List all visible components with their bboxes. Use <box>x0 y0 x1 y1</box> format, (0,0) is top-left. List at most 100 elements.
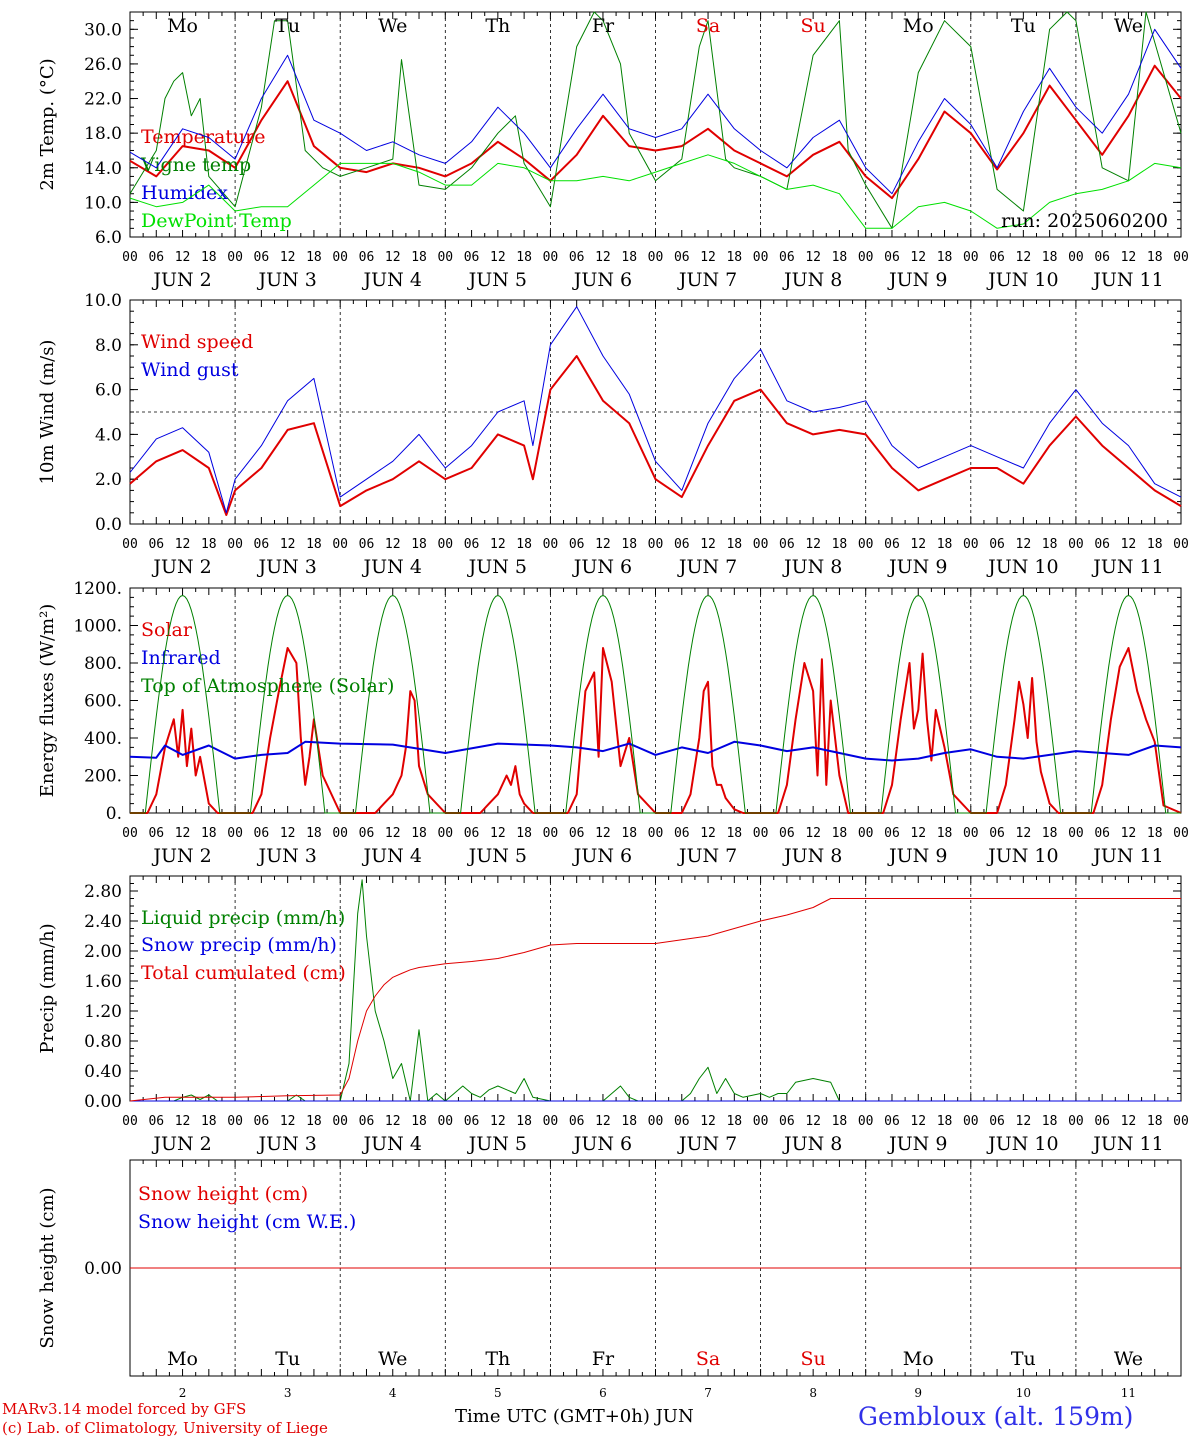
hour-tick-label: 18 <box>1042 826 1058 841</box>
day-number-label: 4 <box>389 1386 397 1400</box>
hour-tick-label: 06 <box>569 537 585 552</box>
legend-entry: Infrared <box>141 647 221 669</box>
hour-tick-label: 00 <box>1173 1114 1189 1129</box>
hour-tick-label: 12 <box>805 537 821 552</box>
weekday-label: We <box>378 1348 407 1370</box>
hour-tick-label: 12 <box>910 250 926 265</box>
date-label: JUN 8 <box>782 1133 842 1155</box>
hour-tick-label: 06 <box>884 826 900 841</box>
hour-tick-label: 06 <box>1094 537 1110 552</box>
hour-tick-label: 12 <box>385 250 401 265</box>
hour-tick-label: 12 <box>1016 250 1032 265</box>
hour-tick-label: 06 <box>359 1114 375 1129</box>
hour-tick-label: 12 <box>175 1114 191 1129</box>
hour-tick-label: 00 <box>1173 250 1189 265</box>
weekday-label: Fr <box>592 1348 615 1370</box>
hour-tick-label: 18 <box>1147 250 1163 265</box>
y-tick-label: 2.80 <box>84 882 122 902</box>
date-label: JUN 9 <box>887 1133 947 1155</box>
date-label: JUN 6 <box>572 556 632 578</box>
legend-entry: Snow precip (mm/h) <box>141 934 337 956</box>
series-line-wind-gust <box>129 306 1182 514</box>
date-label: JUN 4 <box>362 556 422 578</box>
y-tick-label: 600. <box>84 692 122 712</box>
hour-tick-label: 18 <box>621 1114 637 1129</box>
hour-tick-label: 18 <box>937 250 953 265</box>
panel-frame <box>129 11 1182 238</box>
hour-tick-label: 00 <box>858 826 874 841</box>
date-label: JUN 3 <box>256 269 316 291</box>
date-label: JUN 11 <box>1091 269 1163 291</box>
hour-tick-label: 00 <box>648 826 664 841</box>
weekday-label: We <box>1114 1348 1143 1370</box>
hour-tick-label: 12 <box>1016 537 1032 552</box>
weekday-label: Mo <box>167 15 198 37</box>
hour-tick-label: 00 <box>122 1114 138 1129</box>
hour-tick-label: 00 <box>648 250 664 265</box>
hour-tick-label: 18 <box>201 250 217 265</box>
date-label: JUN 4 <box>362 845 422 867</box>
hour-tick-label: 12 <box>385 537 401 552</box>
weekday-label: Tu <box>275 1348 300 1370</box>
hour-tick-label: 06 <box>674 1114 690 1129</box>
weekday-label: We <box>1114 15 1143 37</box>
hour-tick-label: 06 <box>359 826 375 841</box>
date-label: JUN 5 <box>467 269 527 291</box>
y-tick-label: 30.0 <box>84 20 122 40</box>
hour-tick-label: 00 <box>332 537 348 552</box>
hour-tick-label: 06 <box>464 250 480 265</box>
hour-tick-label: 00 <box>858 250 874 265</box>
y-tick-label: 22.0 <box>84 90 122 110</box>
hour-tick-label: 12 <box>700 1114 716 1129</box>
day-number-label: 5 <box>494 1386 502 1400</box>
date-label: JUN 5 <box>467 556 527 578</box>
weekday-label: We <box>378 15 407 37</box>
hour-tick-label: 00 <box>858 537 874 552</box>
hour-tick-label: 12 <box>805 250 821 265</box>
y-tick-label: 0.0 <box>95 515 122 535</box>
date-label: JUN 2 <box>151 556 211 578</box>
hour-tick-label: 12 <box>490 537 506 552</box>
hour-tick-label: 06 <box>884 537 900 552</box>
hour-tick-label: 12 <box>280 826 296 841</box>
y-tick-label: 10.0 <box>84 291 122 311</box>
y-tick-label: 0.00 <box>84 1259 122 1279</box>
hour-tick-label: 18 <box>1042 250 1058 265</box>
panel-4: 0.00 0.40 0.80 1.20 1.60 2.00 2.40 2.80 Precip (… <box>37 875 1189 1155</box>
weekday-label: Su <box>801 1348 826 1370</box>
hour-tick-label: 06 <box>779 1114 795 1129</box>
hour-tick-label: 18 <box>306 250 322 265</box>
hour-tick-label: 12 <box>595 250 611 265</box>
y-tick-label: 0.00 <box>84 1092 122 1112</box>
hour-tick-label: 12 <box>490 250 506 265</box>
hour-tick-label: 12 <box>1121 826 1137 841</box>
hour-tick-label: 12 <box>385 826 401 841</box>
date-label: JUN 5 <box>467 1133 527 1155</box>
credit-lab: (c) Lab. of Climatology, University of L… <box>2 1419 328 1437</box>
date-label: JUN 7 <box>677 556 737 578</box>
y-tick-label: 200. <box>84 767 122 787</box>
hour-tick-label: 12 <box>595 537 611 552</box>
hour-tick-label: 18 <box>411 250 427 265</box>
date-label: JUN 6 <box>572 269 632 291</box>
hour-tick-label: 06 <box>1094 1114 1110 1129</box>
hour-tick-label: 00 <box>227 250 243 265</box>
hour-tick-label: 00 <box>437 537 453 552</box>
hour-tick-label: 12 <box>910 826 926 841</box>
run-annotation: run: 2025060200 <box>1001 210 1168 232</box>
series-line-liquid-precip-mm-h- <box>130 879 1181 1102</box>
hour-tick-label: 18 <box>201 1114 217 1129</box>
series-line-humidex <box>129 28 1182 195</box>
y-tick-label: 2.40 <box>84 912 122 932</box>
hour-tick-label: 12 <box>175 250 191 265</box>
y-tick-label: 0.80 <box>84 1032 122 1052</box>
legend-entry: Total cumulated (cm) <box>141 962 346 984</box>
weekday-label: Th <box>485 1348 510 1370</box>
day-number-label: 8 <box>809 1386 817 1400</box>
legend-entry: Solar <box>141 619 193 641</box>
hour-tick-label: 18 <box>726 250 742 265</box>
hour-tick-label: 06 <box>359 537 375 552</box>
hour-tick-label: 06 <box>674 826 690 841</box>
hour-tick-label: 00 <box>1068 1114 1084 1129</box>
legend-entry: Snow height (cm W.E.) <box>138 1211 356 1233</box>
